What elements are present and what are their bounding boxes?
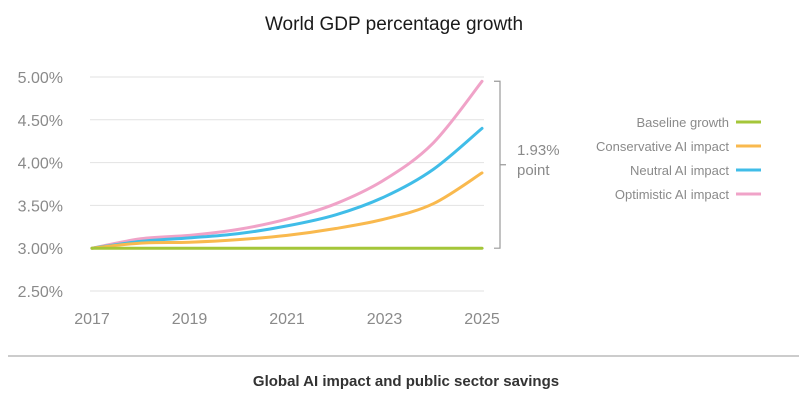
legend-label-baseline-growth: Baseline growth bbox=[637, 115, 730, 130]
series-line-neutral-ai-impact bbox=[90, 126, 484, 250]
x-tick-label: 2017 bbox=[74, 311, 110, 328]
y-tick-label: 3.00% bbox=[18, 241, 63, 258]
y-tick-label: 4.50% bbox=[18, 113, 63, 130]
annotation-text: 1.93% bbox=[517, 142, 560, 159]
x-tick-label: 2023 bbox=[367, 311, 403, 328]
y-tick-label: 5.00% bbox=[18, 70, 63, 87]
x-tick-label: 2025 bbox=[464, 311, 500, 328]
growth-annotation: 1.93% point bbox=[494, 80, 560, 249]
y-tick-label: 4.00% bbox=[18, 156, 63, 173]
x-tick-label: 2019 bbox=[172, 311, 208, 328]
chart-title: World GDP percentage growth bbox=[265, 14, 523, 35]
legend-label-neutral-ai-impact: Neutral AI impact bbox=[630, 163, 729, 178]
y-axis-ticks: 2.50% 3.00% 3.50% 4.00% 4.50% 5.00% bbox=[18, 70, 63, 301]
x-tick-label: 2021 bbox=[269, 311, 305, 328]
legend-label-conservative-ai-impact: Conservative AI impact bbox=[596, 139, 729, 154]
x-axis-ticks: 2017 2019 2021 2023 2025 bbox=[74, 311, 500, 328]
series-line-conservative-ai-impact bbox=[90, 171, 484, 250]
y-tick-label: 3.50% bbox=[18, 198, 63, 215]
bracket bbox=[494, 80, 506, 249]
caption: Global AI impact and public sector savin… bbox=[253, 373, 559, 390]
legend-label-optimistic-ai-impact: Optimistic AI impact bbox=[615, 187, 730, 202]
legend: Baseline growth Conservative AI impact Neu… bbox=[596, 115, 761, 202]
series-line-optimistic-ai-impact bbox=[90, 79, 484, 250]
series-lines bbox=[90, 79, 484, 250]
gridlines bbox=[90, 76, 484, 292]
y-tick-label: 2.50% bbox=[18, 284, 63, 301]
annotation-text: point bbox=[517, 162, 550, 179]
